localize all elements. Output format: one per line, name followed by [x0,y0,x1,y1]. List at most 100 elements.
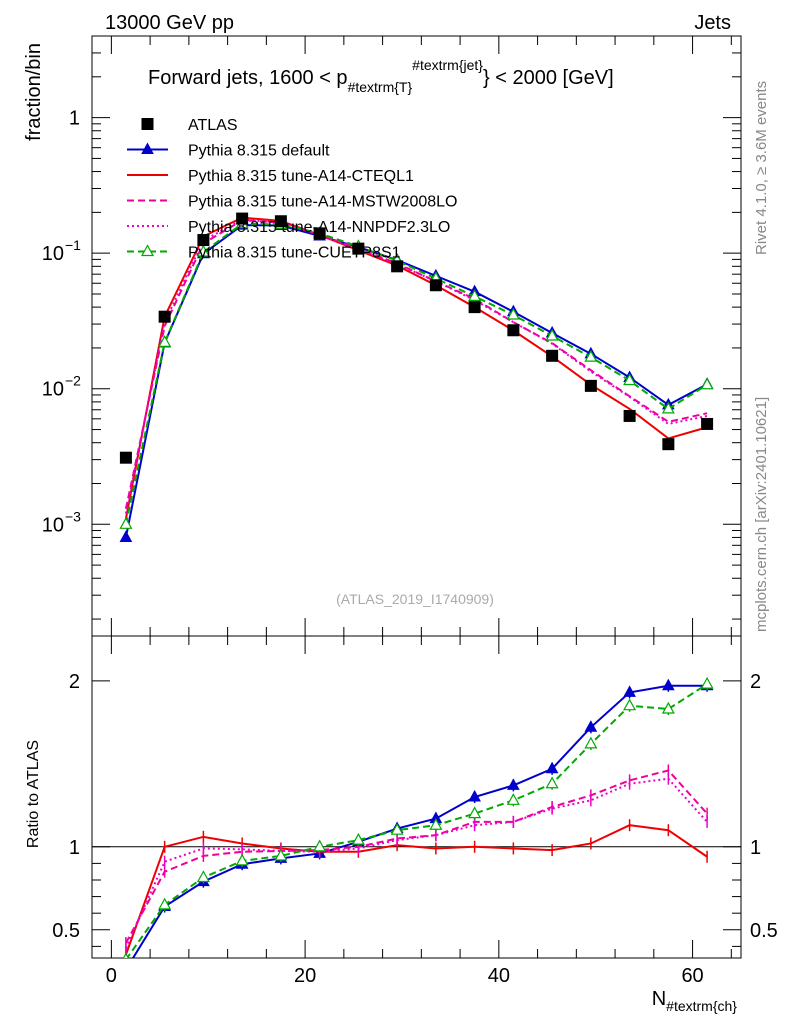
main-series-marker-4 [584,349,598,362]
ratio-panel-frame [91,635,742,959]
collision-label: 13000 GeV pp [105,12,234,34]
ratio-y-tick-label: 0.5 [52,920,80,942]
atlas-data-point [197,234,210,247]
ratio-series-marker-4 [429,817,443,830]
ratio-series-marker-4 [235,853,249,866]
ratio-series-marker-4 [545,776,559,789]
ratio-series-marker-4 [351,832,365,845]
x-tick-label: 60 [681,965,703,987]
atlas-data-point [468,301,481,314]
main-y-tick-exponent: −1 [65,237,81,253]
main-y-tick-label: 10 [42,379,64,401]
legend-label: Pythia 8.315 tune-CUETP8S1 [188,245,401,262]
main-series-marker-4 [158,335,172,347]
atlas-data-point [352,242,365,255]
ratio-series-marker-0 [507,778,520,790]
plot-title-subscript: #textrm{T} [348,79,413,95]
legend-label: ATLAS [188,117,238,134]
atlas-data-point [546,349,559,362]
main-series-marker-4 [196,244,210,257]
analysis-watermark: (ATLAS_2019_I1740909) [336,591,494,607]
ratio-series-marker-4 [584,736,598,749]
main-y-tick-label: 10 [42,514,64,536]
ratio-series-line-2 [125,769,708,944]
ratio-series-marker-4 [196,870,210,883]
x-tick-label: 0 [106,965,117,987]
main-series-marker-4 [623,373,637,386]
x-axis-label-main: N [652,988,666,1010]
main-series-marker-4 [661,401,675,414]
plot-title: Forward jets, 1600 < p#textrm{T} #textrm{… [148,57,614,95]
legend-label: Pythia 8.315 default [188,143,330,160]
atlas-data-point [158,310,171,323]
ratio-series-marker-4 [122,952,129,958]
ratio-series-marker-0 [545,761,559,774]
ratio-series-marker-4 [623,698,637,711]
ratio-series-line-0 [131,684,708,958]
ratio-series-line-3 [124,777,708,949]
atlas-data-point [701,417,714,430]
legend-label: Pythia 8.315 tune-A14-MSTW2008LO [188,194,457,211]
main-series-marker-0 [119,530,133,542]
ratio-y-tick-label: 1 [69,837,80,859]
category-label: Jets [694,12,731,34]
ratio-series-marker-4 [700,676,714,689]
atlas-data-point [623,409,636,422]
main-series-marker-4 [468,289,482,301]
main-series-line-2 [124,219,708,510]
ratio-y-tick-label-right: 0.5 [750,920,778,942]
main-series-line-1 [124,216,708,519]
x-axis-label: N#textrm{ch} [652,988,738,1014]
ratio-y-tick-label-right: 1 [750,837,761,859]
ratio-y-axis-label: Ratio to ATLAS [25,740,42,848]
main-series-marker-4 [119,517,133,529]
legend-label: Pythia 8.315 tune-A14-NNPDF2.3LO [188,219,450,236]
main-y-tick-label: 10 [42,243,64,265]
main-series-line-0 [124,224,708,538]
ratio-series-line-1 [124,824,708,956]
main-series-line-4 [124,222,708,525]
main-y-tick-exponent: −3 [65,508,81,524]
ratio-series-marker-4 [506,793,520,805]
atlas-data-point [507,324,520,337]
legend-marker-data [141,118,154,130]
main-series-marker-4 [700,377,714,390]
main-series-marker-4 [545,328,559,341]
mcplots-info: mcplots.cern.ch [arXiv:2401.10621] [753,397,770,632]
atlas-data-point [236,212,249,225]
ratio-series-marker-4 [274,848,288,861]
plot-title-end: } < 2000 [GeV] [483,67,614,89]
ratio-series-marker-4 [468,806,482,819]
ratio-series-marker-0 [584,720,598,732]
atlas-data-point [274,215,287,228]
main-y-tick-label: 1 [69,108,80,130]
atlas-data-point [391,260,404,273]
legend-marker-1 [141,142,154,154]
ratio-series-line-4 [125,683,708,958]
ratio-series-marker-0 [662,678,675,691]
ratio-series-marker-0 [120,964,131,974]
atlas-data-point [429,279,442,292]
rivet-info: Rivet 4.1.0, ≥ 3.6M events [753,81,770,255]
ratio-series-marker-4 [661,701,675,714]
main-series-line-3 [124,218,708,514]
main-y-tick-exponent: −2 [65,373,81,389]
ratio-series-marker-4 [313,839,327,852]
ratio-y-tick-label: 2 [69,671,80,693]
plot-title-main: Forward jets, 1600 < p [148,67,348,89]
x-axis-label-subscript: #textrm{ch} [666,998,737,1014]
ratio-series-marker-4 [158,897,172,910]
x-tick-label: 20 [294,965,316,987]
x-tick-label: 40 [488,965,510,987]
ratio-series-marker-0 [468,789,481,802]
legend-label: Pythia 8.315 tune-A14-CTEQL1 [188,168,414,185]
main-series-marker-4 [506,307,520,320]
atlas-data-point [584,379,597,392]
ratio-y-tick-label-right: 2 [750,671,761,693]
ratio-series-marker-4 [390,822,404,835]
atlas-data-point [662,438,675,451]
ratio-series-marker-0 [623,685,636,697]
legend-marker-5 [140,244,155,257]
atlas-data-point [119,451,132,464]
